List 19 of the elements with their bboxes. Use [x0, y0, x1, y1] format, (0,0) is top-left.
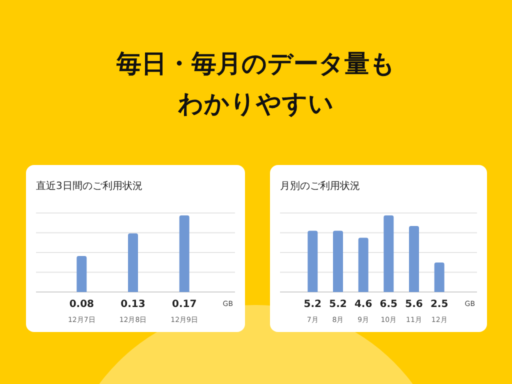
chart-title: 直近3日間のご利用状況: [36, 180, 142, 192]
bar: [358, 238, 368, 292]
text: わかりやすい: [177, 89, 334, 118]
data-label: 5.6: [405, 299, 423, 310]
data-label: 0.08: [69, 299, 94, 310]
data-label: 0.17: [172, 299, 197, 310]
data-label: 2.5: [430, 299, 448, 310]
bar: [308, 230, 318, 292]
text: 毎日・毎月のデータ量も: [116, 49, 396, 78]
data-label: 0.13: [120, 299, 146, 310]
data-label: 4.6: [354, 299, 372, 310]
bar: [333, 230, 343, 292]
data-label: 5.2: [304, 299, 322, 310]
chart-title: 月別のご利用状況: [280, 180, 360, 192]
bar: [384, 215, 394, 292]
data-label: 6.5: [380, 299, 398, 310]
bar: [434, 262, 444, 292]
data-label: 5.2: [329, 299, 347, 310]
bar: [409, 226, 419, 292]
